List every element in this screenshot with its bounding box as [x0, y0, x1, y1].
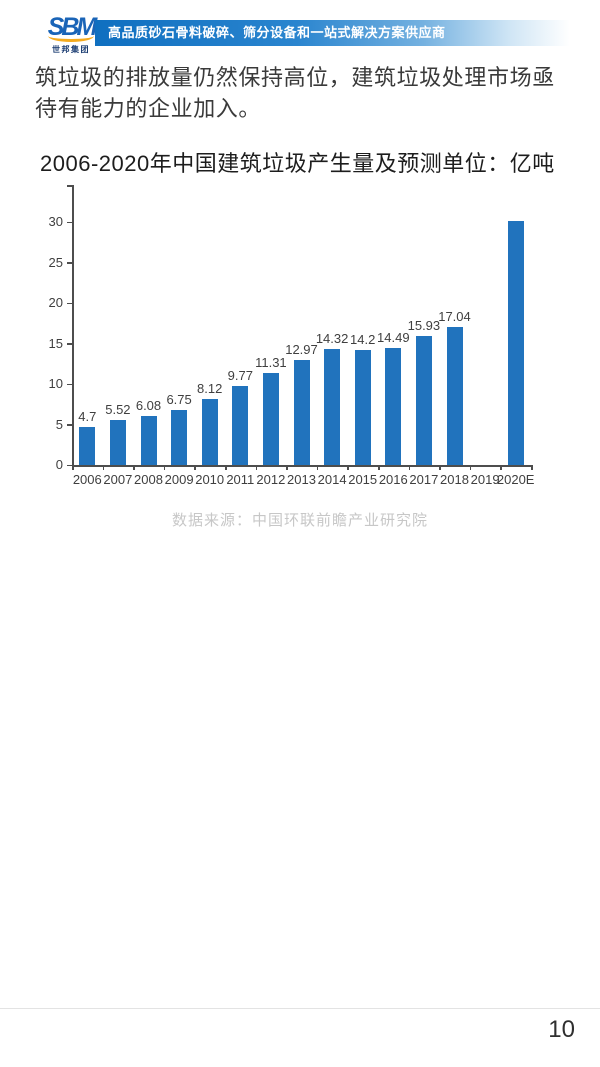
bar — [140, 415, 157, 465]
bar — [262, 373, 279, 465]
sbm-logo-text: SBM — [47, 13, 98, 41]
bar — [415, 335, 432, 465]
x-axis-tick — [500, 465, 502, 470]
y-axis-tick-label: 10 — [48, 376, 63, 391]
bar-value-label: 6.75 — [166, 392, 192, 408]
x-axis-tick — [72, 465, 74, 470]
bar-value-label: 12.97 — [285, 341, 318, 357]
bar-value-label: 17.04 — [438, 308, 471, 324]
x-axis-tick — [408, 465, 411, 470]
x-axis-category-label: 2013 — [287, 472, 316, 487]
bar-value-label: 14.49 — [377, 329, 410, 345]
x-axis-tick — [102, 465, 105, 470]
y-axis-tick — [67, 464, 72, 466]
x-axis-category-label: 2019 — [470, 472, 500, 487]
x-axis-tick — [316, 465, 319, 470]
x-axis-line — [72, 465, 533, 467]
header-banner-text: 高品质砂石骨料破碎、筛分设备和一站式解决方案供应商 — [108, 25, 446, 40]
bar — [79, 426, 96, 465]
y-axis-tick — [67, 343, 72, 345]
x-axis-tick — [163, 465, 166, 470]
y-axis-tick — [67, 262, 72, 264]
x-axis-category-label: 2020E — [496, 472, 535, 487]
bar — [293, 359, 310, 465]
x-axis-tick — [133, 465, 135, 470]
x-axis-tick — [469, 465, 472, 470]
x-axis-category-label: 2014 — [317, 472, 347, 487]
chart-title: 2006-2020年中国建筑垃圾产生量及预测单位：亿吨 — [40, 151, 555, 176]
x-axis-category-label: 2006 — [72, 472, 102, 487]
x-axis-tick — [255, 465, 258, 470]
sbm-logo-subtitle: 世邦集团 — [52, 45, 90, 54]
bar — [201, 399, 218, 465]
x-axis-category-label: 2015 — [348, 472, 378, 487]
x-axis-tick — [531, 465, 533, 470]
bar — [324, 349, 341, 465]
y-axis-line — [72, 185, 74, 465]
x-axis-tick — [194, 465, 196, 470]
y-axis-tick-label: 25 — [48, 254, 63, 270]
bar-chart: 0 5 10 15 20 25 30 4.7 2006 5.52 2007 6.08 2008 6.75 2… — [40, 185, 588, 500]
x-axis-category-label: 2017 — [409, 472, 439, 487]
x-axis-category-label: 2007 — [103, 472, 133, 487]
body-paragraph: 筑垃圾的排放量仍然保持高位，建筑垃圾处理市场亟待有能力的企业加入。 — [35, 65, 555, 121]
sbm-logo-arc-icon — [48, 36, 94, 42]
bar-value-label: 6.08 — [135, 397, 162, 413]
bar-value-label: 9.77 — [227, 367, 253, 383]
x-axis-category-label: 2016 — [378, 472, 408, 487]
bar — [385, 347, 402, 465]
x-axis-category-label: 2011 — [226, 472, 255, 487]
x-axis-category-label: 2012 — [256, 472, 286, 487]
page-number: 10 — [548, 1016, 575, 1043]
y-axis-tick-label: 20 — [48, 295, 63, 310]
x-axis-category-label: 2008 — [134, 472, 163, 487]
bar-value-label: 4.7 — [78, 408, 97, 424]
bar — [171, 410, 188, 465]
bar — [109, 420, 126, 465]
x-axis-category-label: 2010 — [195, 472, 225, 487]
y-axis-tick-label: 0 — [55, 457, 63, 472]
bar-value-label: 15.93 — [407, 317, 441, 333]
bar-value-label: 8.12 — [197, 381, 223, 397]
y-axis-tick-label: 5 — [55, 416, 63, 432]
x-axis-category-label: 2009 — [164, 472, 194, 487]
x-axis-tick — [439, 465, 441, 470]
y-axis-tick — [67, 383, 72, 385]
bar — [354, 349, 371, 465]
header-banner: 高品质砂石骨料破碎、筛分设备和一站式解决方案供应商 — [95, 20, 600, 46]
chart-source: 数据来源：中国环联前瞻产业研究院 — [171, 512, 428, 529]
bar — [507, 221, 524, 465]
bar — [232, 385, 249, 465]
y-axis-top-tick — [67, 185, 72, 187]
y-axis-tick — [67, 302, 72, 304]
x-axis-tick — [378, 465, 380, 470]
x-axis-tick — [225, 465, 227, 470]
y-axis-tick-label: 30 — [48, 214, 63, 229]
bar — [446, 326, 463, 465]
bar-value-label: 11.31 — [255, 355, 287, 371]
x-axis-category-label: 2018 — [440, 472, 469, 487]
y-axis-tick — [67, 221, 72, 223]
bar-value-label: 5.52 — [105, 402, 131, 418]
y-axis-tick-label: 15 — [48, 335, 63, 351]
x-axis-tick — [347, 465, 349, 470]
y-axis-tick — [67, 424, 72, 426]
x-axis-tick — [286, 465, 288, 470]
bar-value-label: 14.2 — [350, 331, 376, 347]
footer-divider — [0, 1008, 600, 1009]
sbm-logo[interactable]: SBM 世邦集团 — [45, 13, 98, 55]
bar-value-label: 14.32 — [315, 331, 349, 346]
